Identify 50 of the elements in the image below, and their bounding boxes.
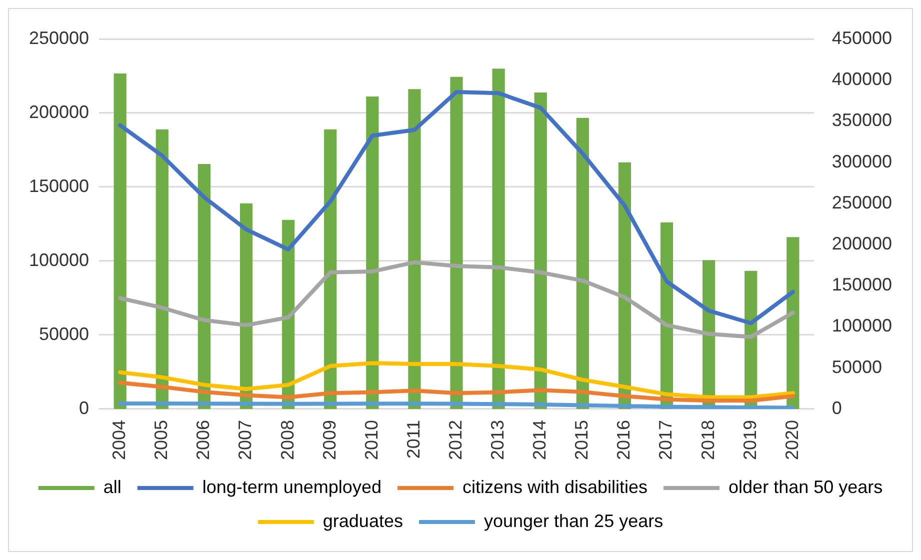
x-tick-label: 2013 <box>488 420 508 460</box>
x-tick-label: 2014 <box>530 420 550 460</box>
x-tick-label: 2019 <box>740 420 760 460</box>
y2-tick-label: 350000 <box>832 110 892 130</box>
legend-label: older than 50 years <box>728 476 883 497</box>
legend-label: graduates <box>322 510 403 531</box>
bar <box>156 129 168 409</box>
legend-label: all <box>103 476 122 497</box>
y2-tick-label: 150000 <box>832 274 892 295</box>
x-tick-label: 2004 <box>109 420 130 460</box>
x-tick-label: 2009 <box>319 420 340 460</box>
legend-label: younger than 25 years <box>484 510 664 531</box>
x-tick-label: 2015 <box>572 420 592 460</box>
bar <box>198 164 210 409</box>
x-tick-label: 2006 <box>193 420 214 460</box>
bar <box>786 237 800 409</box>
y2-tick-label: 0 <box>832 398 842 418</box>
y2-tick-label: 100000 <box>832 316 892 336</box>
bar <box>366 96 379 409</box>
bar <box>450 76 463 409</box>
y2-tick-label: 50000 <box>832 356 882 377</box>
bar <box>324 129 337 409</box>
y-tick-label: 100000 <box>28 250 90 270</box>
y-tick-label: 200000 <box>28 102 90 122</box>
bar <box>576 118 589 409</box>
y2-tick-label: 400000 <box>832 69 892 90</box>
y-tick-label: 250000 <box>28 28 90 48</box>
bar <box>492 68 505 409</box>
legend-label: citizens with disabilities <box>462 476 648 497</box>
y2-tick-label: 200000 <box>832 234 892 254</box>
bar <box>408 89 421 409</box>
x-tick-label: 2020 <box>782 420 802 460</box>
x-tick-label: 2018 <box>698 420 718 460</box>
y2-tick-label: 250000 <box>832 192 892 212</box>
y-tick-label: 50000 <box>39 324 90 344</box>
bar <box>534 92 547 409</box>
x-tick-label: 2016 <box>614 420 634 460</box>
y2-tick-label: 450000 <box>832 28 892 48</box>
legend-label: long-term unemployed <box>202 476 382 497</box>
x-tick-label: 2012 <box>445 420 466 460</box>
x-tick-label: 2017 <box>656 420 676 460</box>
bar <box>114 74 126 409</box>
x-tick-label: 2007 <box>235 420 256 460</box>
y-tick-label: 150000 <box>28 176 90 196</box>
y2-tick-label: 300000 <box>832 151 892 172</box>
x-tick-label: 2008 <box>277 420 298 460</box>
y-tick-label: 0 <box>79 398 90 418</box>
x-tick-label: 2005 <box>151 420 172 460</box>
x-tick-label: 2011 <box>403 420 424 459</box>
x-tick-label: 2010 <box>361 420 382 460</box>
